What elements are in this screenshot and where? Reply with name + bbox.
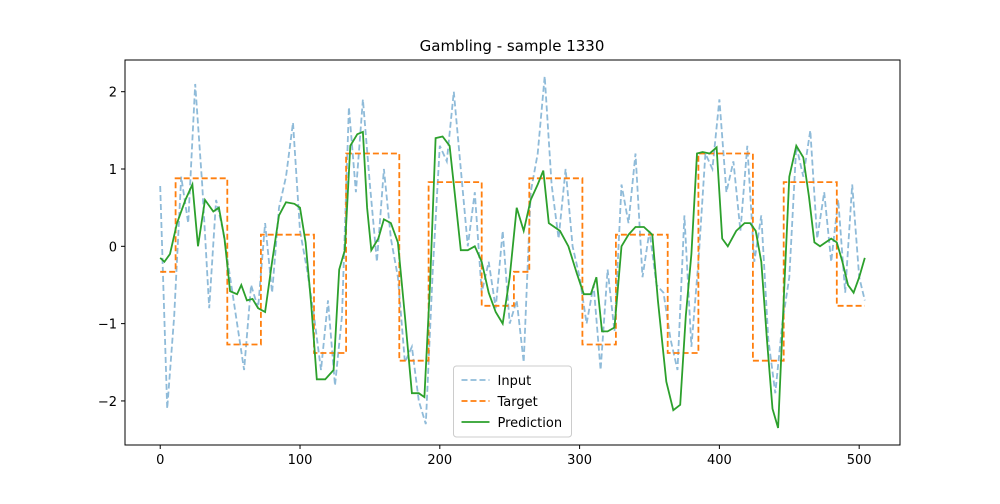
legend-label: Prediction — [498, 416, 563, 431]
series-line — [159, 130, 866, 429]
y-tick-label: 1 — [109, 163, 117, 178]
legend-box — [453, 365, 572, 438]
plot-frame — [124, 59, 901, 446]
x-tick-label: 0 — [156, 453, 164, 468]
series-line — [159, 76, 866, 425]
x-tick-label: 200 — [427, 453, 452, 468]
x-tick-label: 100 — [288, 453, 313, 468]
x-tick-label: 300 — [567, 453, 592, 468]
chart-title: Gambling - sample 1330 — [420, 37, 605, 55]
legend-label: Target — [497, 395, 538, 410]
y-tick-label: 0 — [109, 240, 117, 255]
x-tick-label: 400 — [707, 453, 732, 468]
series-line — [160, 152, 865, 362]
legend-label: Input — [498, 374, 532, 389]
y-tick-label: 2 — [109, 86, 117, 101]
x-tick-label: 500 — [847, 453, 872, 468]
y-tick-label: −1 — [98, 318, 117, 333]
y-tick-label: −2 — [98, 395, 117, 410]
